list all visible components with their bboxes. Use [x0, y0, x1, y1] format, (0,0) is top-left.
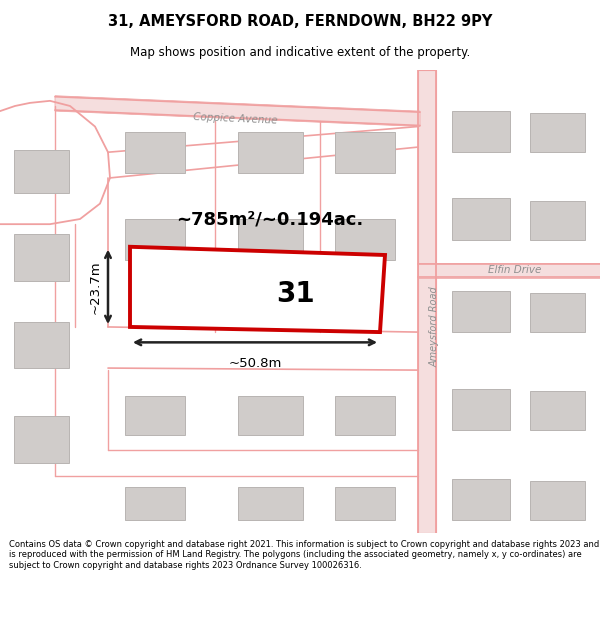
Bar: [125, 396, 185, 435]
Bar: [125, 488, 185, 520]
Text: Map shows position and indicative extent of the property.: Map shows position and indicative extent…: [130, 46, 470, 59]
Bar: [530, 201, 585, 239]
Bar: [530, 391, 585, 430]
Bar: [335, 488, 395, 520]
Bar: [530, 481, 585, 520]
Bar: [335, 396, 395, 435]
Bar: [238, 488, 303, 520]
Bar: [530, 113, 585, 152]
Bar: [452, 479, 510, 520]
Bar: [335, 219, 395, 260]
Bar: [452, 291, 510, 332]
Bar: [452, 389, 510, 430]
Polygon shape: [55, 96, 420, 126]
Bar: [238, 396, 303, 435]
Text: 31, AMEYSFORD ROAD, FERNDOWN, BH22 9PY: 31, AMEYSFORD ROAD, FERNDOWN, BH22 9PY: [108, 14, 492, 29]
Text: ~50.8m: ~50.8m: [229, 357, 281, 370]
Bar: [14, 150, 69, 193]
Text: Contains OS data © Crown copyright and database right 2021. This information is : Contains OS data © Crown copyright and d…: [9, 540, 599, 570]
Text: Elfin Drive: Elfin Drive: [488, 266, 542, 276]
Bar: [125, 132, 185, 173]
Bar: [14, 416, 69, 462]
Text: ~23.7m: ~23.7m: [89, 260, 102, 314]
Bar: [125, 219, 185, 260]
Bar: [148, 268, 223, 311]
Bar: [452, 111, 510, 152]
Bar: [14, 322, 69, 368]
Polygon shape: [418, 263, 600, 278]
Bar: [530, 293, 585, 332]
Bar: [335, 132, 395, 173]
Text: Coppice Avenue: Coppice Avenue: [193, 112, 277, 126]
Bar: [14, 234, 69, 281]
Bar: [452, 199, 510, 239]
Bar: [238, 219, 303, 260]
Text: Ameysford Road: Ameysford Road: [430, 287, 440, 368]
Text: 31: 31: [275, 280, 314, 308]
Bar: [238, 132, 303, 173]
Text: ~785m²/~0.194ac.: ~785m²/~0.194ac.: [176, 210, 364, 228]
Polygon shape: [418, 70, 436, 532]
Polygon shape: [130, 247, 385, 332]
